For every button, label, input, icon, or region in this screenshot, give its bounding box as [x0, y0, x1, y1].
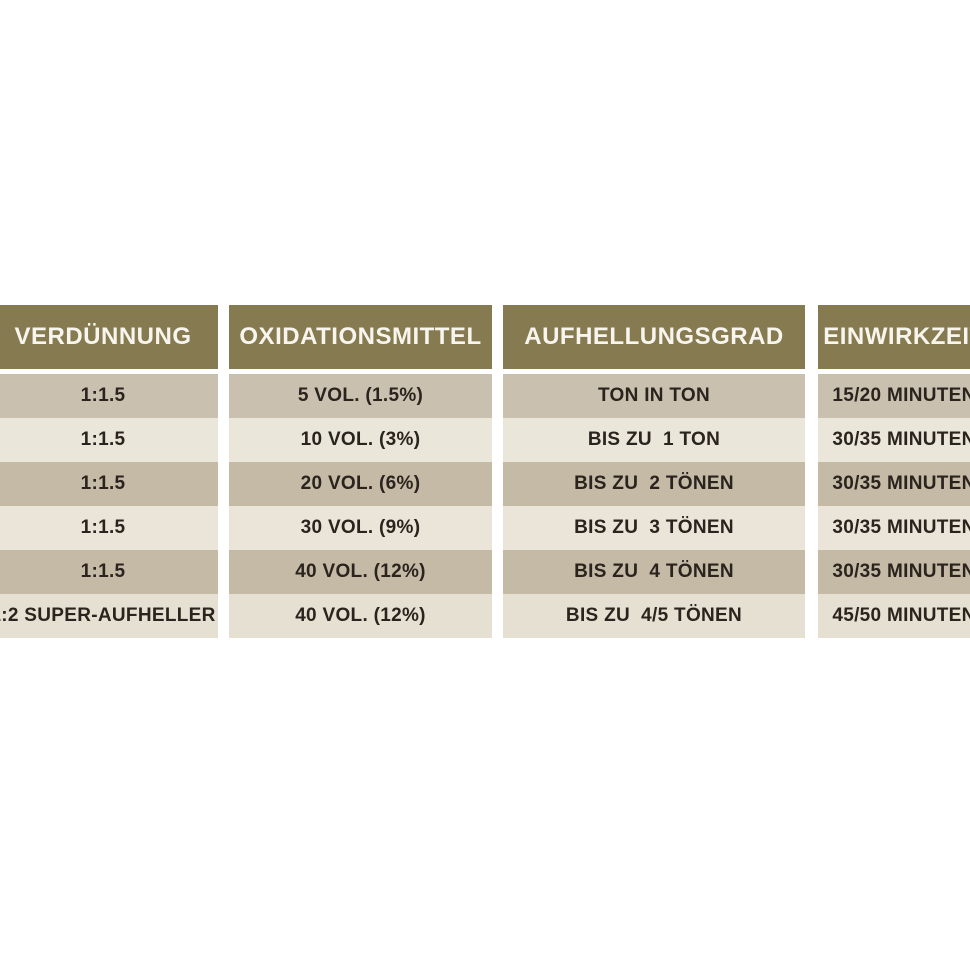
column-header-oxidationsmittel: OXIDATIONSMITTEL: [229, 305, 492, 369]
table-cell: TON IN TON: [503, 374, 805, 418]
table-cell: BIS ZU 1 TON: [503, 418, 805, 462]
table-cell: 30/35 MINUTEN: [818, 418, 970, 462]
table-cell: 1:1.5: [0, 506, 218, 550]
table-cell: 40 VOL. (12%): [229, 550, 492, 594]
table-cell: 40 VOL. (12%): [229, 594, 492, 638]
table-cell: 1:2 SUPER-AUFHELLER: [0, 594, 218, 638]
table-cell: BIS ZU 4/5 TÖNEN: [503, 594, 805, 638]
table-cell: 15/20 MINUTEN: [818, 374, 970, 418]
table-column-verduennung: VERDÜNNUNG 1:1.5 1:1.5 1:1.5 1:1.5 1:1.5…: [0, 305, 218, 638]
table-cell: 1:1.5: [0, 550, 218, 594]
table-cell: 5 VOL. (1.5%): [229, 374, 492, 418]
table-cell: BIS ZU 3 TÖNEN: [503, 506, 805, 550]
table-cell: 30/35 MINUTEN: [818, 550, 970, 594]
table-cell: 30/35 MINUTEN: [818, 462, 970, 506]
table-cell: 30/35 MINUTEN: [818, 506, 970, 550]
table-column-einwirkzeit: EINWIRKZEIT 15/20 MINUTEN 30/35 MINUTEN …: [818, 305, 970, 638]
table-cell: 1:1.5: [0, 418, 218, 462]
table-cell: BIS ZU 2 TÖNEN: [503, 462, 805, 506]
table-cell: 1:1.5: [0, 374, 218, 418]
oxidation-dilution-table: VERDÜNNUNG 1:1.5 1:1.5 1:1.5 1:1.5 1:1.5…: [0, 305, 970, 638]
table-column-oxidationsmittel: OXIDATIONSMITTEL 5 VOL. (1.5%) 10 VOL. (…: [229, 305, 492, 638]
column-header-verduennung: VERDÜNNUNG: [0, 305, 218, 369]
table-cell: 45/50 MINUTEN: [818, 594, 970, 638]
table-cell: 30 VOL. (9%): [229, 506, 492, 550]
column-header-aufhellungsgrad: AUFHELLUNGSGRAD: [503, 305, 805, 369]
table-column-aufhellungsgrad: AUFHELLUNGSGRAD TON IN TON BIS ZU 1 TON …: [503, 305, 805, 638]
table-cell: 10 VOL. (3%): [229, 418, 492, 462]
table-cell: 1:1.5: [0, 462, 218, 506]
table-cell: 20 VOL. (6%): [229, 462, 492, 506]
table-cell: BIS ZU 4 TÖNEN: [503, 550, 805, 594]
column-header-einwirkzeit: EINWIRKZEIT: [818, 305, 970, 369]
